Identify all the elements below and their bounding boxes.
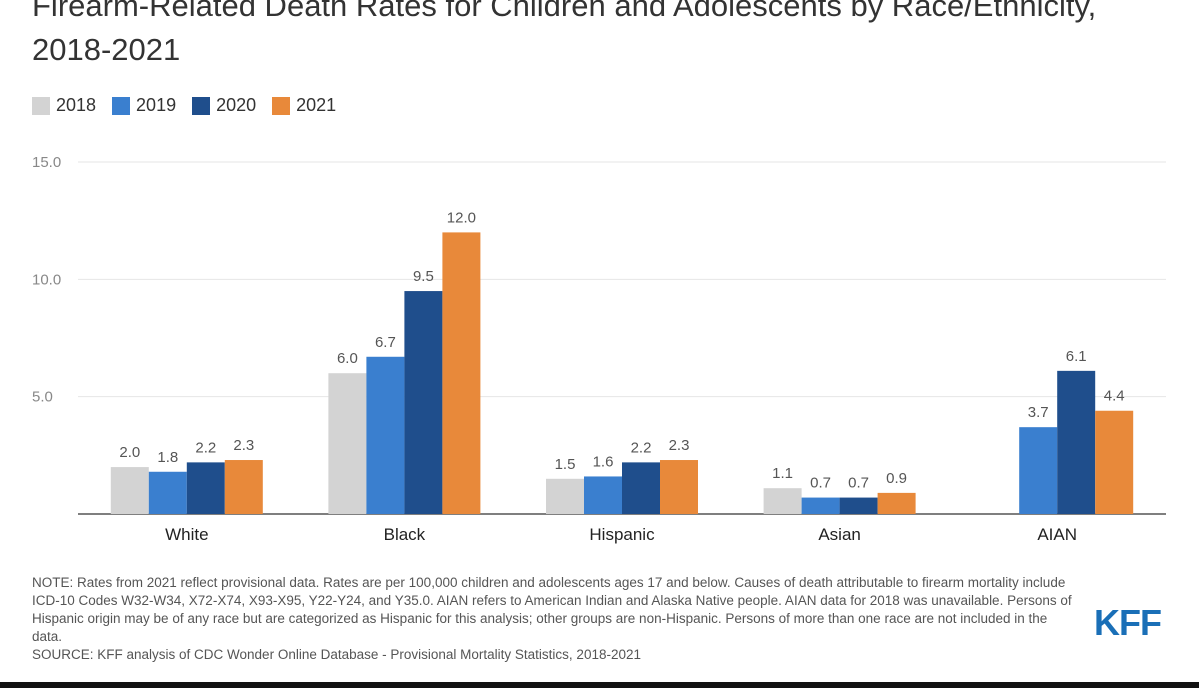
footer-note: NOTE: Rates from 2021 reflect provisiona… (32, 575, 1072, 644)
bar-asian-2020 (839, 497, 878, 514)
data-label: 3.7 (1028, 404, 1049, 421)
legend-item-2019: 2019 (112, 95, 176, 116)
legend-swatch (32, 96, 50, 115)
bar-chart: 5.0 10.0 15.0 2.0 1.8 2.2 2.3 White 6.0 6.7 9.5 12.… (32, 154, 1166, 544)
legend: 2018 2019 2020 2021 (32, 95, 336, 116)
data-label: 9.5 (413, 268, 434, 285)
bar-white-2021 (224, 460, 263, 514)
legend-swatch (112, 96, 131, 115)
bar-asian-2018 (763, 488, 802, 514)
bar-hispanic-2019 (584, 476, 622, 514)
legend-label: 2018 (56, 95, 97, 115)
data-label: 0.9 (886, 470, 907, 487)
data-label: 6.7 (375, 334, 396, 351)
legend-label: 2019 (136, 95, 177, 115)
legend-label: 2021 (296, 95, 337, 115)
bar-asian-2019 (801, 497, 840, 514)
data-label: 1.5 (555, 456, 576, 473)
bar-white-2020 (186, 462, 225, 514)
legend-item-2021: 2021 (272, 95, 336, 116)
category-label: Black (384, 525, 426, 544)
category-label: White (165, 525, 208, 544)
data-label: 2.2 (631, 439, 652, 456)
bar-hispanic-2021 (660, 460, 698, 514)
y-tick-label: 15.0 (32, 154, 61, 171)
data-label: 12.0 (447, 209, 476, 226)
data-label: 1.1 (772, 465, 793, 482)
data-label: 0.7 (810, 475, 831, 492)
category-label: Asian (818, 525, 861, 544)
y-tick-label: 5.0 (32, 389, 53, 406)
bar-hispanic-2018 (546, 478, 584, 514)
data-label: 6.0 (337, 350, 358, 367)
bar-asian-2021 (877, 492, 916, 514)
data-label: 4.4 (1104, 388, 1125, 405)
data-label: 6.1 (1066, 348, 1087, 365)
category-label: AIAN (1037, 525, 1077, 544)
footer-source: SOURCE: KFF analysis of CDC Wonder Onlin… (32, 647, 641, 662)
data-label: 2.3 (669, 437, 690, 454)
data-label: 1.6 (593, 453, 614, 470)
data-label: 2.3 (233, 437, 254, 454)
bar-aian-2020 (1057, 370, 1096, 514)
data-label: 2.0 (119, 444, 140, 461)
category-label: Hispanic (589, 525, 655, 544)
data-label: 1.8 (157, 449, 178, 466)
data-label: 2.2 (195, 439, 216, 456)
bar-aian-2019 (1019, 427, 1058, 514)
legend-swatch (272, 96, 291, 115)
bar-black-2019 (366, 356, 405, 514)
bar-black-2021 (442, 232, 481, 514)
bar-black-2018 (328, 373, 367, 514)
data-label: 0.7 (848, 475, 869, 492)
kff-logo: KFF (1094, 602, 1162, 643)
bar-black-2020 (404, 291, 443, 514)
legend-item-2018: 2018 (32, 95, 96, 116)
bar-white-2019 (148, 471, 187, 514)
footer: NOTE: Rates from 2021 reflect provisiona… (32, 574, 1072, 664)
bar-hispanic-2020 (622, 462, 660, 514)
y-tick-label: 10.0 (32, 271, 61, 288)
chart-title: Firearm-Related Death Rates for Children… (32, 0, 1097, 67)
bar-white-2018 (110, 467, 149, 514)
bar-aian-2021 (1095, 410, 1134, 514)
legend-label: 2020 (216, 95, 257, 115)
legend-swatch (192, 96, 211, 115)
legend-item-2020: 2020 (192, 95, 256, 116)
bottom-bar (0, 682, 1199, 688)
